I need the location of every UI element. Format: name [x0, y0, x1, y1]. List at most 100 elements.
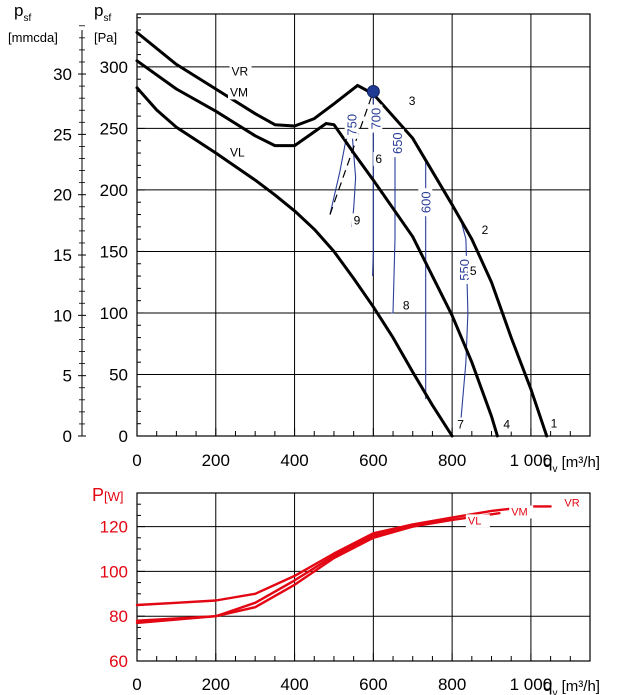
- curve-label: 7: [457, 418, 464, 432]
- series-label: VR: [564, 497, 579, 509]
- y-axis-unit-pa: [Pa]: [94, 30, 117, 45]
- x-tick-label: 600: [359, 451, 387, 470]
- curve-label-bg: [479, 223, 493, 238]
- curve-label-bg: [227, 85, 250, 100]
- sound-level-label: 750: [345, 114, 360, 136]
- y-tick-label-pa: 50: [109, 365, 128, 384]
- sound-label-bg: [418, 188, 433, 217]
- x-tick-label: 200: [202, 675, 230, 694]
- sound-level-label-group: 650: [389, 129, 405, 158]
- sound-level-curve: [391, 128, 396, 314]
- plot-frame: [136, 492, 591, 662]
- curve-label: VM: [230, 85, 248, 99]
- curve-label-bg: [406, 94, 420, 109]
- curve-label: 3: [409, 94, 416, 108]
- y-tick-label-mmcda: 15: [53, 246, 72, 265]
- y-axis-symbol-mmcda: psf: [14, 1, 31, 24]
- sound-level-label: 700: [368, 108, 383, 130]
- curve-label: VR: [232, 65, 249, 79]
- curve-label: 1: [551, 416, 558, 430]
- x-axis-label: qv [m³/h]: [543, 452, 600, 475]
- series-label: VL: [468, 515, 481, 527]
- curve-label: 2: [482, 223, 489, 237]
- y-axis-unit: [W]: [104, 489, 124, 504]
- x-tick-label: 0: [132, 675, 141, 694]
- sound-label-bg: [344, 110, 359, 139]
- x-tick-label: 1 000: [510, 675, 553, 694]
- curve-label-bg: [351, 213, 365, 228]
- sound-label-bg: [368, 104, 383, 133]
- series-label-bg: [465, 514, 490, 528]
- curve-label: 9: [354, 213, 361, 227]
- y-tick-label-pa: 250: [100, 119, 128, 138]
- sound-level-label-group: 600: [418, 188, 433, 217]
- pressure-chart: 0 200 400 600 800 1 000 0 50 100 150 200 250 300 0 5 10…: [8, 1, 600, 475]
- x-tick-label: 400: [280, 451, 308, 470]
- curve-label-bg: [548, 416, 562, 431]
- sound-level-label: 650: [390, 132, 405, 154]
- fan-curve-vl: [135, 86, 454, 438]
- x-axis-label: qv [m³/h]: [543, 676, 600, 695]
- series-label: VM: [511, 506, 528, 518]
- y-tick-label-pa: 300: [100, 58, 128, 77]
- y-axis-symbol-pa: psf: [94, 1, 111, 24]
- curve-label: 6: [375, 152, 382, 166]
- plot-frame: [136, 13, 591, 437]
- x-axis-subscript: v: [552, 464, 557, 475]
- y-tick-label-pa: 150: [100, 242, 128, 261]
- sound-level-label: 600: [418, 191, 433, 213]
- x-tick-label: 1 000: [510, 451, 553, 470]
- series-label-bg: [562, 496, 587, 510]
- curve-label-bg: [501, 417, 515, 432]
- x-axis-unit: [m³/h]: [557, 454, 600, 471]
- curve-label: VL: [230, 146, 245, 160]
- sound-level-label-group: 700: [368, 104, 383, 133]
- curve-label-bg: [373, 151, 387, 166]
- x-axis-unit: [m³/h]: [557, 678, 600, 695]
- fan-curve-vr: [135, 31, 549, 438]
- x-tick-label: 200: [202, 451, 230, 470]
- curve-label-bg: [227, 145, 250, 160]
- y-axis-label: P[W]: [92, 485, 124, 505]
- curve-label-bg: [467, 263, 481, 278]
- y-axis-subscript: sf: [23, 13, 31, 24]
- sound-label-bg: [456, 255, 471, 284]
- y-tick-label: 120: [100, 518, 128, 537]
- y-axis-unit-mmcda: [mmcda]: [8, 30, 58, 45]
- sound-label-bg: [389, 129, 404, 158]
- y-tick-label-mmcda: 5: [63, 367, 72, 386]
- x-tick-label: 0: [132, 451, 141, 470]
- y-tick-label-mmcda: 0: [63, 427, 72, 446]
- efficiency-dashed-line: [329, 91, 374, 215]
- y-tick-label: 80: [109, 607, 128, 626]
- y-tick-label-mmcda: 25: [53, 125, 72, 144]
- fan-curve-vm: [135, 59, 499, 438]
- x-axis-subscript: v: [552, 688, 557, 695]
- y-tick-label-mmcda: 30: [53, 65, 72, 84]
- sound-level-curve: [459, 216, 469, 422]
- y-tick-label: 100: [100, 562, 128, 581]
- y-tick-label-pa: 200: [100, 181, 128, 200]
- curve-label-bg: [400, 298, 414, 313]
- sound-level-curve: [372, 91, 374, 277]
- series-label-bg: [509, 505, 534, 519]
- sound-level-label-group: 750: [344, 110, 360, 139]
- x-tick-label: 600: [359, 675, 387, 694]
- curve-label-bg: [455, 417, 469, 432]
- y-tick-label-pa: 100: [100, 304, 128, 323]
- operating-point: [366, 85, 380, 99]
- y-tick-label-mmcda: 10: [53, 306, 72, 325]
- power-chart: 0 200 400 600 800 1 000 60 80 100 120 P[W] qv [m³/h…: [92, 485, 600, 695]
- x-tick-label: 400: [280, 675, 308, 694]
- power-curve-vl: [135, 516, 454, 625]
- x-tick-label: 800: [438, 451, 466, 470]
- y-tick-label-mmcda: 20: [53, 186, 72, 205]
- y-tick-label-pa: 0: [119, 427, 128, 446]
- curve-label: 8: [403, 298, 410, 312]
- x-tick-label: 800: [438, 675, 466, 694]
- curve-label: 4: [503, 418, 510, 432]
- curve-label-bg: [229, 64, 252, 79]
- curve-label: 5: [470, 264, 477, 278]
- y-axis-subscript: sf: [103, 13, 111, 24]
